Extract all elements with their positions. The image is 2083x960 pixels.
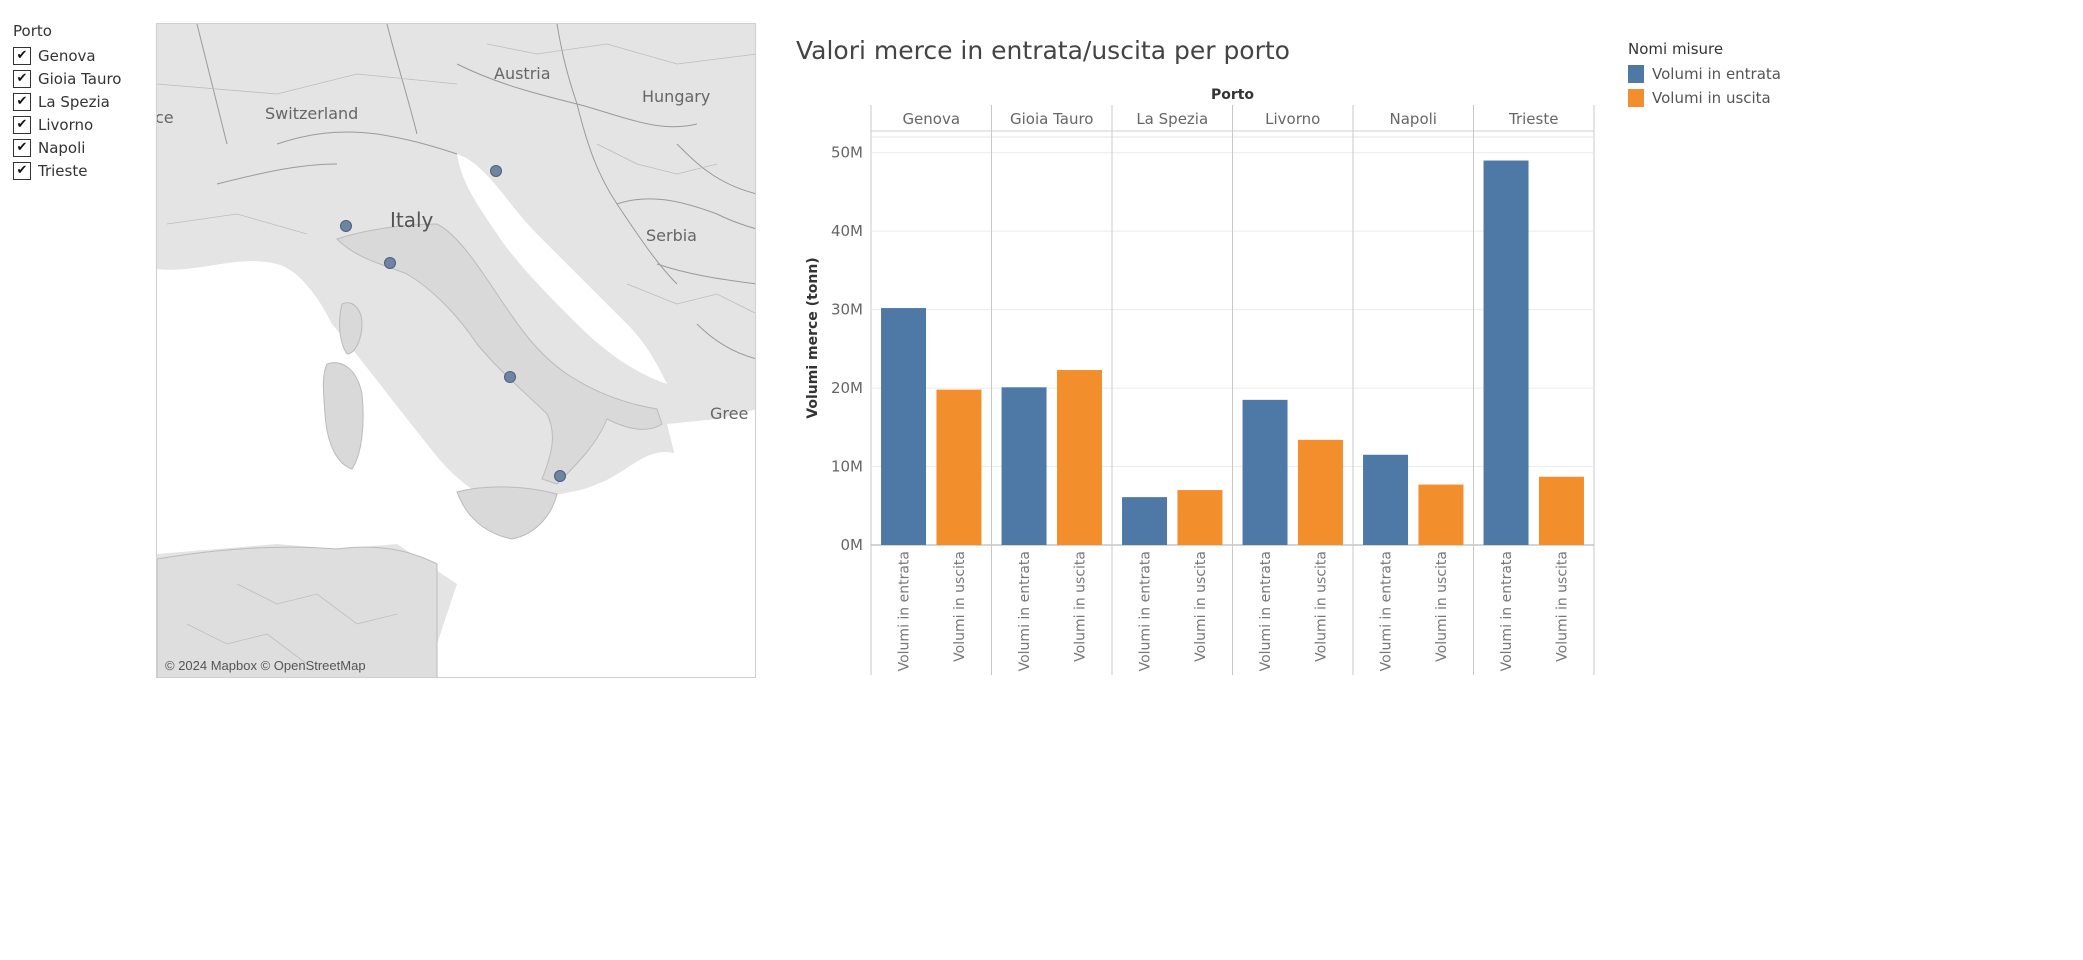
x-measure-label: Volumi in uscita xyxy=(1434,551,1450,662)
legend-swatch xyxy=(1628,65,1644,83)
filter-item-trieste[interactable]: ✔ Trieste xyxy=(13,159,153,182)
filter-item-livorno[interactable]: ✔ Livorno xyxy=(13,113,153,136)
map-attribution: © 2024 Mapbox © OpenStreetMap xyxy=(165,658,366,673)
y-tick-label: 20M xyxy=(831,379,863,397)
bar-la-spezia-entrata xyxy=(1122,497,1168,545)
bar-trieste-entrata xyxy=(1483,160,1529,546)
filter-list: ✔ Genova ✔ Gioia Tauro ✔ La Spezia ✔ Livorno ✔ Na… xyxy=(13,44,153,182)
x-measure-label: Volumi in entrata xyxy=(1258,551,1274,671)
checkbox[interactable]: ✔ xyxy=(13,161,31,180)
legend-swatch xyxy=(1628,89,1644,107)
legend-item[interactable]: Volumi in uscita xyxy=(1628,86,1781,110)
checkbox[interactable]: ✔ xyxy=(13,69,31,88)
category-header-gioia-tauro: Gioia Tauro xyxy=(1010,110,1094,128)
map-label-serbia: Serbia xyxy=(646,226,697,245)
bar-napoli-entrata xyxy=(1363,454,1409,545)
map[interactable]: Austria Hungary Switzerland ce Italy Ser… xyxy=(156,23,756,678)
x-measure-label: Volumi in uscita xyxy=(1313,551,1329,662)
checkbox[interactable]: ✔ xyxy=(13,115,31,134)
chart-title: Valori merce in entrata/uscita per porto xyxy=(796,36,1290,65)
x-measure-label: Volumi in entrata xyxy=(1499,551,1515,671)
map-label-greece: Gree xyxy=(710,404,749,423)
map-label-austria: Austria xyxy=(494,64,551,83)
legend: Nomi misure Volumi in entrata Volumi in u… xyxy=(1628,40,1781,110)
bar-trieste-uscita xyxy=(1538,476,1584,545)
checkbox[interactable]: ✔ xyxy=(13,138,31,157)
filter-item-gioia-tauro[interactable]: ✔ Gioia Tauro xyxy=(13,67,153,90)
filter-item-label: La Spezia xyxy=(38,92,110,111)
filter-item-genova[interactable]: ✔ Genova xyxy=(13,44,153,67)
filter-item-label: Napoli xyxy=(38,138,86,157)
port-marker-trieste[interactable] xyxy=(490,165,502,177)
bar-livorno-entrata xyxy=(1242,399,1288,545)
bar-gioia-tauro-uscita xyxy=(1056,370,1102,545)
category-header-napoli: Napoli xyxy=(1390,110,1437,128)
port-marker-napoli[interactable] xyxy=(504,371,516,383)
legend-item[interactable]: Volumi in entrata xyxy=(1628,62,1781,86)
port-marker-genova[interactable] xyxy=(340,220,352,232)
bar-genova-uscita xyxy=(936,389,982,545)
category-header-livorno: Livorno xyxy=(1265,110,1320,128)
x-measure-label: Volumi in entrata xyxy=(1017,551,1033,671)
x-measure-label: Volumi in uscita xyxy=(1072,551,1088,662)
y-tick-label: 40M xyxy=(831,222,863,240)
y-tick-label: 50M xyxy=(831,144,863,162)
x-measure-label: Volumi in uscita xyxy=(1554,551,1570,662)
filter-item-label: Trieste xyxy=(38,161,88,180)
filter-item-napoli[interactable]: ✔ Napoli xyxy=(13,136,153,159)
porto-filter: Porto ✔ Genova ✔ Gioia Tauro ✔ La Spezia ✔ Livo… xyxy=(13,22,153,182)
y-axis-label: Volumi merce (tonn) xyxy=(805,257,821,418)
map-label-switzerland: Switzerland xyxy=(265,104,359,123)
map-label-france: ce xyxy=(156,108,174,127)
column-header-porto: Porto xyxy=(1211,87,1254,103)
map-canvas xyxy=(157,24,755,677)
bar-livorno-uscita xyxy=(1297,439,1343,545)
legend-label: Volumi in entrata xyxy=(1652,65,1781,83)
map-label-italy: Italy xyxy=(390,208,434,232)
bar-gioia-tauro-entrata xyxy=(1001,387,1047,545)
checkbox[interactable]: ✔ xyxy=(13,46,31,65)
bar-genova-entrata xyxy=(881,308,927,545)
y-tick-label: 10M xyxy=(831,458,863,476)
category-header-genova: Genova xyxy=(902,110,960,128)
x-measure-label: Volumi in entrata xyxy=(897,551,913,671)
checkbox[interactable]: ✔ xyxy=(13,92,31,111)
legend-label: Volumi in uscita xyxy=(1652,89,1771,107)
bar-la-spezia-uscita xyxy=(1177,490,1223,545)
category-header-trieste: Trieste xyxy=(1508,110,1558,128)
filter-item-la-spezia[interactable]: ✔ La Spezia xyxy=(13,90,153,113)
legend-title: Nomi misure xyxy=(1628,40,1724,58)
bar-napoli-uscita xyxy=(1418,484,1464,545)
filter-title: Porto xyxy=(13,22,52,40)
y-tick-label: 30M xyxy=(831,301,863,319)
port-marker-la-spezia[interactable] xyxy=(384,257,396,269)
category-header-la-spezia: La Spezia xyxy=(1136,110,1208,128)
y-tick-label: 0M xyxy=(841,536,864,554)
filter-item-label: Genova xyxy=(38,46,96,65)
legend-list: Volumi in entrata Volumi in uscita xyxy=(1628,62,1781,110)
x-measure-label: Volumi in entrata xyxy=(1379,551,1395,671)
filter-item-label: Gioia Tauro xyxy=(38,69,122,88)
port-marker-gioia-tauro[interactable] xyxy=(554,470,566,482)
x-measure-label: Volumi in entrata xyxy=(1138,551,1154,671)
map-label-hungary: Hungary xyxy=(642,87,711,106)
filter-item-label: Livorno xyxy=(38,115,94,134)
x-measure-label: Volumi in uscita xyxy=(1193,551,1209,662)
x-measure-label: Volumi in uscita xyxy=(952,551,968,662)
